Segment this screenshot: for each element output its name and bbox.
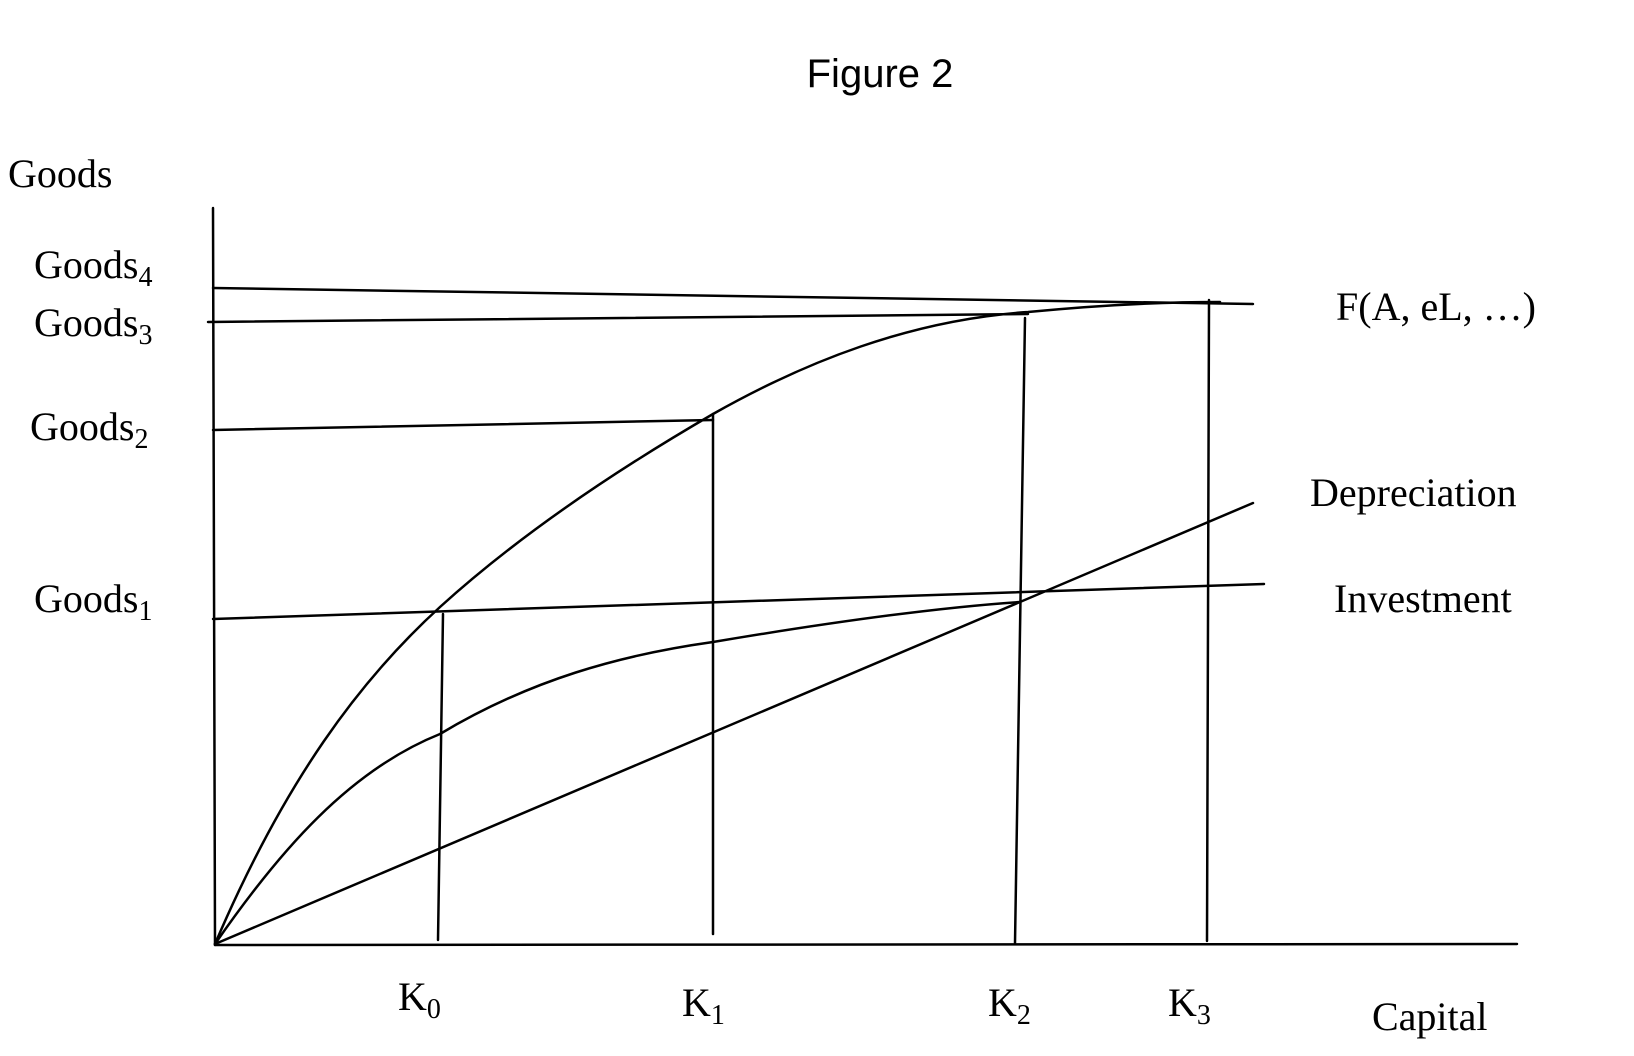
k1-label: K1 [682,980,725,1031]
x-axis [213,942,1519,947]
depreciation-label: Depreciation [1310,470,1517,515]
investment-curve [213,600,1022,946]
investment-line [211,582,1266,621]
goods2-line [211,418,715,432]
k0-label: K0 [398,974,441,1025]
depreciation-line [213,501,1255,946]
x-axis-label: Capital [1372,994,1488,1039]
k2-label: K2 [988,980,1031,1031]
figure-title: Figure 2 [807,52,954,96]
investment-label: Investment [1334,576,1512,621]
goods4-label: Goods4 [34,242,152,293]
production-curve [213,300,1222,946]
goods2-label: Goods2 [30,404,148,455]
k0-line [436,612,445,942]
goods3-label: Goods3 [34,300,152,351]
k3-line [1205,298,1211,943]
y-axis-label: Goods [8,151,112,196]
goods3-line [206,312,1030,324]
k2-line [1013,316,1027,945]
goods4-line [211,286,1255,306]
production-label: F(A, eL, …) [1336,284,1536,329]
k3-label: K3 [1168,980,1211,1031]
goods1-label: Goods1 [34,576,152,627]
y-axis [211,206,217,947]
